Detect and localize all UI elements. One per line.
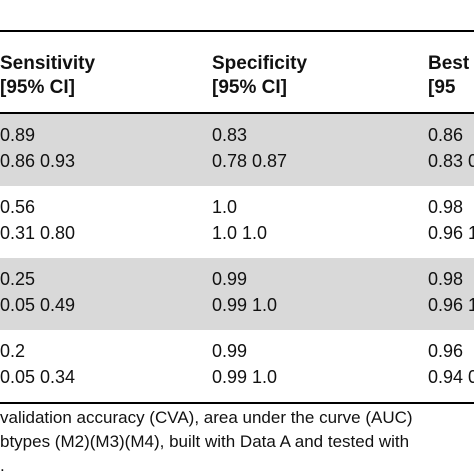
header-specificity-ci: [95% CI] — [212, 77, 287, 98]
header-sensitivity-ci: [95% CI] — [0, 77, 75, 98]
cell-value: 0.2 — [0, 341, 26, 361]
table-bottom-rule — [0, 402, 474, 404]
header-specificity-title: Specificity — [212, 53, 308, 74]
table-top-rule — [0, 30, 474, 32]
footnote-line: validation accuracy (CVA), area under th… — [0, 408, 413, 427]
table-row: 0.25 0.05 0.49 0.99 0.99 1.0 0.98 0.96 1… — [0, 258, 474, 330]
header-sensitivity-title: Sensitivity — [0, 53, 96, 74]
cell-ci: 0.78 0.87 — [212, 151, 288, 171]
table-row: 0.89 0.86 0.93 0.83 0.78 0.87 0.86 0.83 … — [0, 114, 474, 186]
cell-value: 0.56 — [0, 197, 36, 217]
cell-best: 0.98 0.96 1. — [428, 266, 474, 318]
cell-specificity: 1.0 1.0 1.0 — [212, 194, 267, 246]
cell-best: 0.86 0.83 0. — [428, 122, 474, 174]
cell-value: 0.83 — [212, 125, 248, 145]
cell-specificity: 0.99 0.99 1.0 — [212, 266, 277, 318]
header-best: Best [95 — [428, 52, 469, 100]
cell-value: 0.99 — [212, 341, 248, 361]
cell-ci: 0.05 0.34 — [0, 367, 76, 387]
cell-specificity: 0.83 0.78 0.87 — [212, 122, 287, 174]
table-row: 0.56 0.31 0.80 1.0 1.0 1.0 0.98 0.96 1. — [0, 186, 474, 258]
cell-value: 0.98 — [428, 197, 464, 217]
footnote-line: btypes (M2)(M3)(M4), built with Data A a… — [0, 432, 410, 451]
cell-ci: 0.96 1. — [428, 295, 474, 315]
cell-value: 0.89 — [0, 125, 36, 145]
cell-sensitivity: 0.56 0.31 0.80 — [0, 194, 75, 246]
table-row: 0.2 0.05 0.34 0.99 0.99 1.0 0.96 0.94 0. — [0, 330, 474, 402]
cell-ci: 1.0 1.0 — [212, 223, 268, 243]
cell-ci: 0.94 0. — [428, 367, 474, 387]
cell-value: 0.99 — [212, 269, 248, 289]
cell-ci: 0.99 1.0 — [212, 367, 278, 387]
header-best-ci: [95 — [428, 77, 456, 98]
cell-value: 0.96 — [428, 341, 464, 361]
cell-specificity: 0.99 0.99 1.0 — [212, 338, 277, 390]
cell-value: 1.0 — [212, 197, 238, 217]
header-rule — [0, 112, 474, 114]
cell-value: 0.86 — [428, 125, 464, 145]
cell-best: 0.96 0.94 0. — [428, 338, 474, 390]
cell-best: 0.98 0.96 1. — [428, 194, 474, 246]
cell-value: 0.25 — [0, 269, 36, 289]
header-specificity: Specificity [95% CI] — [212, 52, 307, 100]
cell-value: 0.98 — [428, 269, 464, 289]
table-footnote: validation accuracy (CVA), area under th… — [0, 406, 413, 474]
header-best-title: Best — [428, 53, 470, 74]
cell-ci: 0.86 0.93 — [0, 151, 76, 171]
footnote-line: . — [0, 456, 5, 474]
cell-ci: 0.05 0.49 — [0, 295, 76, 315]
cell-sensitivity: 0.89 0.86 0.93 — [0, 122, 75, 174]
cell-sensitivity: 0.2 0.05 0.34 — [0, 338, 75, 390]
cell-sensitivity: 0.25 0.05 0.49 — [0, 266, 75, 318]
cell-ci: 0.99 1.0 — [212, 295, 278, 315]
cell-ci: 0.31 0.80 — [0, 223, 76, 243]
cell-ci: 0.83 0. — [428, 151, 474, 171]
header-sensitivity: Sensitivity [95% CI] — [0, 52, 95, 100]
cell-ci: 0.96 1. — [428, 223, 474, 243]
